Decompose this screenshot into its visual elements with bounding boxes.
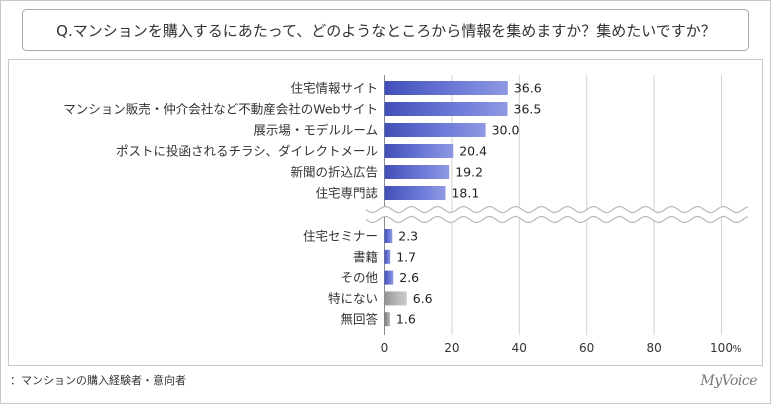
axis-break-line (365, 215, 749, 224)
bar (384, 270, 394, 285)
category-label: 住宅セミナー (303, 229, 378, 244)
category-label: 書籍 (353, 249, 378, 264)
category-label: 展示場・モデルルーム (253, 123, 378, 138)
axis-break-line (365, 205, 749, 214)
value-label: 18.1 (451, 186, 479, 201)
bar (384, 102, 508, 116)
x-tick-label: 80 (646, 341, 661, 355)
value-label: 19.2 (455, 165, 483, 180)
bar (384, 291, 407, 306)
x-tick-label: 40 (512, 341, 527, 355)
bar (384, 144, 454, 158)
category-label: 新聞の折込広告 (290, 165, 378, 180)
footer-note: ：マンションの購入経験者・意向者 (10, 373, 186, 387)
value-label: 20.4 (459, 144, 487, 159)
value-label: 36.5 (514, 102, 542, 117)
value-label: 36.6 (514, 81, 542, 96)
plot-area: 住宅情報サイト 36.6 マンション販売・仲介会社など不動産会社のWebサイト 36.… (63, 75, 749, 355)
x-tick-label: 100 (710, 341, 733, 355)
bar (384, 312, 390, 327)
category-label: 住宅情報サイト (290, 81, 378, 96)
bar (384, 123, 486, 137)
value-label: 2.6 (399, 270, 419, 285)
category-label: マンション販売・仲介会社など不動産会社のWebサイト (63, 102, 378, 117)
value-label: 2.3 (398, 229, 418, 244)
chart-title: Q.マンションを購入するにあたって、どのようなところから情報を集めますか？集めた… (56, 22, 716, 40)
category-label: 無回答 (340, 312, 378, 327)
category-label: その他 (340, 270, 378, 285)
x-unit-label: % (733, 344, 742, 355)
bar (384, 249, 391, 264)
value-label: 1.6 (396, 312, 416, 327)
plot-frame (8, 59, 763, 366)
bar (384, 165, 450, 179)
bar (384, 81, 508, 95)
category-label: ポストに投函されるチラシ、ダイレクトメール (116, 144, 378, 159)
value-label: 30.0 (492, 123, 520, 138)
x-tick-label: 0 (381, 341, 389, 355)
x-tick-label: 20 (444, 341, 459, 355)
value-label: 1.7 (396, 249, 416, 264)
category-label: 住宅専門誌 (315, 186, 378, 201)
x-tick-label: 60 (579, 341, 594, 355)
bar (384, 186, 446, 200)
category-label: 特にない (328, 291, 378, 306)
bar (384, 229, 393, 243)
myvoice-logo: MyVoice (699, 373, 757, 389)
title-box (22, 9, 749, 51)
value-label: 6.6 (413, 291, 433, 306)
